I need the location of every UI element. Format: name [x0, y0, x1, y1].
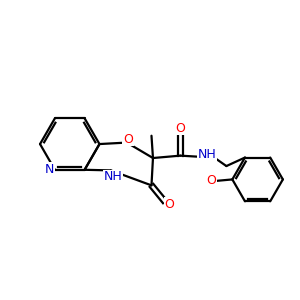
Text: O: O — [176, 122, 185, 134]
Text: O: O — [206, 174, 216, 188]
Text: N: N — [45, 163, 54, 176]
Text: NH: NH — [198, 148, 216, 161]
Text: O: O — [123, 133, 133, 146]
Text: NH: NH — [104, 170, 122, 183]
Text: O: O — [164, 198, 174, 211]
